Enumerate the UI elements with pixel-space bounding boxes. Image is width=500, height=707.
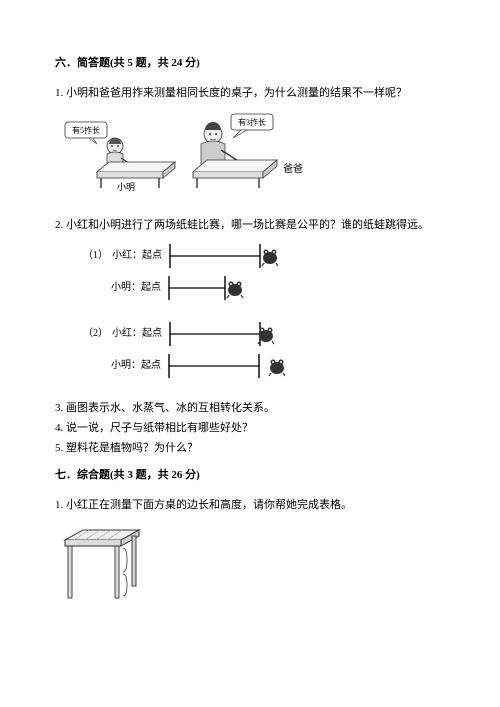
race-1-row-b: 小明：起点	[83, 276, 445, 300]
question-6-4: 4. 说一说，尺子与纸带相比有哪些好处？	[55, 420, 445, 438]
dad-name-label: 爸爸	[283, 162, 303, 175]
section-7-title: 七．综合题(共 3 题，共 26 分)	[55, 467, 445, 485]
race-2-a-svg	[168, 322, 308, 346]
question-6-5: 5. 塑料花是植物吗？为什么？	[55, 440, 445, 458]
race-2-b-name: 小明：起点	[111, 358, 167, 374]
figure-square-table	[59, 526, 445, 613]
race-1-label: （1）	[83, 248, 108, 264]
question-6-1: 1. 小明和爸爸用拃来测量相同长度的桌子，为什么测量的结果不一样呢？ 有5拃长 …	[55, 85, 445, 199]
race-1-a-svg	[168, 244, 298, 268]
race-2-a-name: 小红：起点	[112, 326, 168, 342]
race-2-row-a: （2） 小红：起点	[83, 322, 445, 346]
frog-icon	[269, 360, 285, 377]
frog-icon	[227, 282, 243, 299]
race-1-b-svg	[167, 276, 297, 300]
child-name-label: 小明	[117, 182, 135, 192]
q6-1-text: 1. 小明和爸爸用拃来测量相同长度的桌子，为什么测量的结果不一样呢？	[55, 85, 445, 103]
race-2-row-b: 小明：起点	[83, 354, 445, 378]
race-1: （1） 小红：起点 小明：起点	[83, 244, 445, 300]
dad-speech-label: 有3拃长	[238, 117, 266, 127]
figure-frog-races: （1） 小红：起点 小明：起点	[83, 244, 445, 378]
child-speech-label: 有5拃长	[72, 125, 100, 135]
question-7-1: 1. 小红正在测量下面方桌的边长和高度，请你帮她完成表格。	[55, 497, 445, 613]
q6-2-text: 2. 小红和小明进行了两场纸蛙比赛，哪一场比赛是公平的？谁的纸蛙跳得远。	[55, 217, 445, 235]
race-1-row-a: （1） 小红：起点	[83, 244, 445, 268]
question-6-3: 3. 画图表示水、水蒸气、冰的互相转化关系。	[55, 400, 445, 418]
section-6-title: 六．简答题(共 5 题，共 24 分)	[55, 55, 445, 73]
race-1-a-name: 小红：起点	[112, 248, 168, 264]
race-2-label: （2）	[83, 326, 108, 342]
frog-icon	[262, 250, 278, 267]
race-2-b-svg	[167, 354, 307, 378]
q7-1-text: 1. 小红正在测量下面方桌的边长和高度，请你帮她完成表格。	[55, 497, 445, 515]
race-2: （2） 小红：起点 小明：起点	[83, 322, 445, 378]
figure-measuring: 有5拃长 小明 有3拃长	[63, 112, 445, 199]
race-1-b-name: 小明：起点	[111, 280, 167, 296]
question-6-2: 2. 小红和小明进行了两场纸蛙比赛，哪一场比赛是公平的？谁的纸蛙跳得远。 （1）…	[55, 217, 445, 379]
